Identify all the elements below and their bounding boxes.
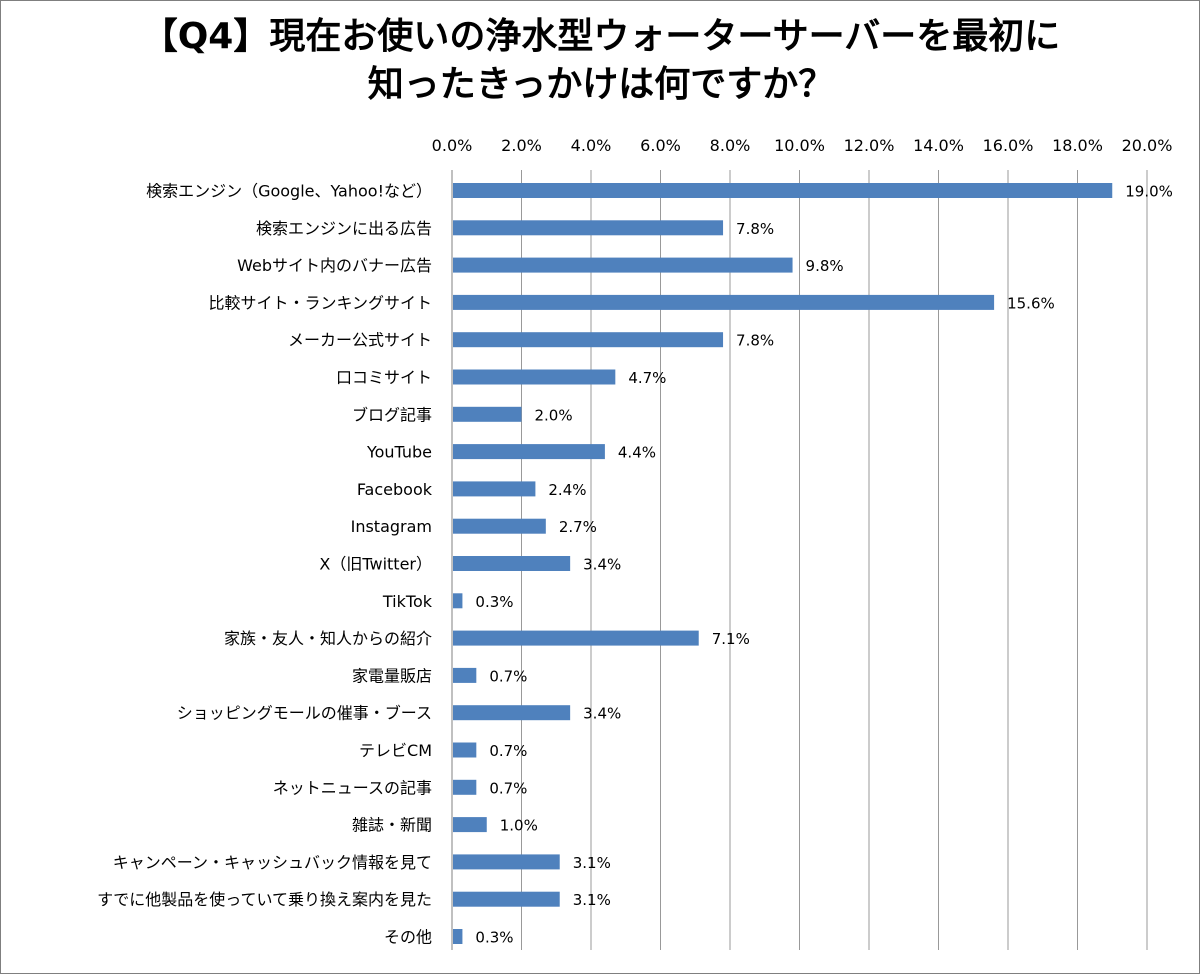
- category-label: Webサイト内のバナー広告: [237, 256, 432, 275]
- data-label: 1.0%: [500, 817, 538, 835]
- x-tick-label: 16.0%: [983, 136, 1034, 155]
- data-label: 19.0%: [1125, 183, 1173, 201]
- category-label: テレビCM: [359, 741, 432, 760]
- category-label: その他: [384, 928, 432, 947]
- data-label: 2.7%: [559, 518, 597, 536]
- category-label: 家族・友人・知人からの紹介: [224, 629, 432, 648]
- data-label: 0.3%: [475, 929, 513, 947]
- category-label: 比較サイト・ランキングサイト: [208, 293, 432, 312]
- bar: [453, 444, 605, 460]
- data-label: 9.8%: [806, 257, 844, 275]
- category-label: 雑誌・新聞: [352, 816, 432, 835]
- chart-title-line-1: 【Q4】現在お使いの浄水型ウォーターサーバーを最初に: [141, 16, 1061, 57]
- bar: [453, 556, 571, 571]
- x-axis-tick-labels: 0.0% 2.0% 4.0% 6.0% 8.0% 10.0% 12.0% 14.0% 16.0%…: [432, 136, 1173, 155]
- x-tick-label: 18.0%: [1052, 136, 1103, 155]
- x-tick-label: 20.0%: [1122, 136, 1173, 155]
- bar: [453, 183, 1113, 198]
- category-label: キャンペーン・キャッシュバック情報を見て: [113, 853, 432, 872]
- data-label: 3.4%: [583, 556, 621, 574]
- bar: [453, 929, 463, 944]
- bar: [453, 220, 724, 236]
- category-label: メーカー公式サイト: [288, 331, 432, 350]
- category-label: ショッピングモールの催事・ブース: [177, 704, 432, 723]
- category-label: 口コミサイト: [336, 368, 432, 387]
- bar: [453, 332, 724, 348]
- x-tick-label: 8.0%: [710, 136, 751, 155]
- bar: [453, 294, 995, 310]
- bar: [453, 854, 560, 870]
- data-label: 7.8%: [736, 332, 774, 350]
- category-labels: 検索エンジン（Google、Yahoo!など） 検索エンジンに出る広告 Webサイト…: [97, 182, 433, 947]
- data-label: 0.7%: [489, 742, 527, 760]
- data-label: 3.4%: [583, 705, 621, 723]
- chart-title-line-2: 知ったきっかけは何ですか？: [367, 64, 835, 105]
- category-label: 検索エンジンに出る広告: [256, 219, 432, 238]
- data-label: 0.3%: [475, 593, 513, 611]
- bar: [453, 779, 477, 795]
- data-label: 4.7%: [628, 369, 666, 387]
- chart-title: 【Q4】現在お使いの浄水型ウォーターサーバーを最初に 知ったきっかけは何ですか？: [1, 13, 1200, 109]
- bar: [453, 630, 699, 646]
- data-label: 2.4%: [548, 481, 586, 499]
- x-tick-label: 2.0%: [501, 136, 542, 155]
- category-label: YouTube: [366, 443, 432, 462]
- x-tick-label: 4.0%: [571, 136, 612, 155]
- data-label: 0.7%: [489, 667, 527, 685]
- bar: [453, 817, 487, 833]
- x-tick-label: 6.0%: [640, 136, 681, 155]
- data-label: 7.8%: [736, 220, 774, 238]
- x-tick-label: 10.0%: [774, 136, 825, 155]
- data-label: 2.0%: [535, 406, 573, 424]
- category-label: Facebook: [357, 480, 433, 499]
- bar: [453, 518, 546, 534]
- bar: [453, 593, 463, 609]
- data-label: 0.7%: [489, 779, 527, 797]
- bars: [453, 183, 1113, 944]
- category-label: ブログ記事: [352, 405, 432, 424]
- bar: [453, 481, 536, 497]
- category-label: TikTok: [382, 592, 433, 611]
- bar: [453, 742, 477, 758]
- data-label: 4.4%: [618, 444, 656, 462]
- x-tick-label: 14.0%: [913, 136, 964, 155]
- x-tick-label: 0.0%: [432, 136, 473, 155]
- data-label: 3.1%: [573, 891, 611, 909]
- bar: [453, 257, 793, 273]
- bar: [453, 667, 477, 683]
- category-label: X（旧Twitter）: [319, 555, 432, 574]
- data-label: 3.1%: [573, 854, 611, 872]
- category-label: すでに他製品を使っていて乗り換え案内を見た: [97, 890, 432, 909]
- bar: [453, 406, 522, 422]
- data-label: 15.6%: [1007, 294, 1055, 312]
- bar: [453, 891, 560, 907]
- data-label: 7.1%: [712, 630, 750, 648]
- bar: [453, 369, 616, 385]
- bar: [453, 705, 571, 721]
- category-label: ネットニュースの記事: [273, 778, 432, 797]
- category-label: 検索エンジン（Google、Yahoo!など）: [146, 182, 432, 201]
- category-label: 家電量販店: [352, 666, 432, 685]
- x-tick-label: 12.0%: [844, 136, 895, 155]
- category-label: Instagram: [351, 517, 432, 536]
- data-labels: 19.0% 7.8% 9.8% 15.6% 7.8% 4.7% 2.0% 4.4% 2.4% 2.…: [475, 183, 1172, 947]
